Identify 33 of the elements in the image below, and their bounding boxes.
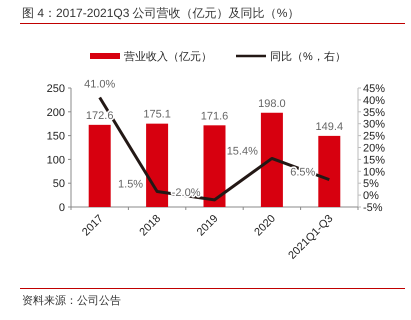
y-tick-label: 0 bbox=[58, 202, 65, 214]
y-tick-label: 50 bbox=[52, 178, 65, 190]
chart-title: 图 4：2017-2021Q3 公司营收（亿元）及同比（%） bbox=[22, 6, 300, 20]
y2-tick-label: 5% bbox=[363, 178, 380, 190]
bar bbox=[146, 124, 168, 207]
y2-tick-label: 20% bbox=[363, 142, 386, 154]
data-label: 175.1 bbox=[143, 108, 171, 121]
bar bbox=[318, 136, 340, 207]
y-tick-label: 200 bbox=[46, 106, 65, 119]
y2-tick-label: 35% bbox=[363, 106, 386, 119]
y2-tick-label: 30% bbox=[363, 118, 386, 131]
y-tick-label: 250 bbox=[46, 83, 65, 95]
data-label: 198.0 bbox=[258, 98, 286, 110]
data-label: 1.5% bbox=[118, 178, 144, 191]
y2-tick-label: 10% bbox=[363, 166, 386, 178]
data-label: 15.4% bbox=[226, 145, 258, 158]
y2-tick-label: 45% bbox=[363, 83, 386, 95]
y-tick-label: 100 bbox=[46, 154, 65, 166]
y2-tick-label: 0% bbox=[363, 190, 380, 202]
data-label: 149.4 bbox=[316, 120, 344, 133]
y-tick-label: 150 bbox=[46, 130, 65, 143]
legend-label: 同比（%，右） bbox=[270, 50, 346, 63]
y2-tick-label: 25% bbox=[363, 130, 386, 143]
y2-tick-label: -5% bbox=[363, 202, 383, 214]
legend-label: 营业收入（亿元） bbox=[124, 50, 212, 63]
y2-tick-label: 40% bbox=[363, 94, 386, 107]
text: 资料来源：公司公告 bbox=[22, 294, 121, 307]
bar bbox=[260, 112, 283, 207]
data-label: 41.0% bbox=[84, 78, 116, 91]
y2-tick-label: 15% bbox=[363, 154, 386, 166]
bar bbox=[88, 124, 111, 207]
bar bbox=[204, 125, 226, 207]
data-label: 171.6 bbox=[200, 110, 228, 122]
